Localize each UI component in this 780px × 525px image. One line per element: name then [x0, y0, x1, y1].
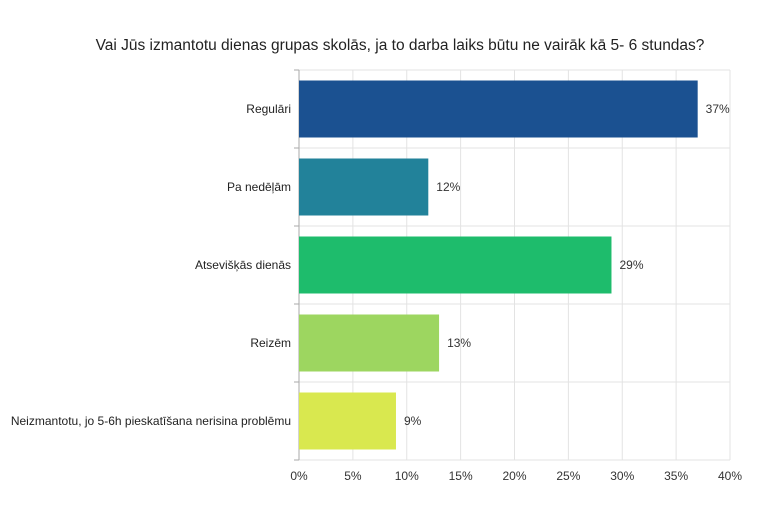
bar [299, 80, 698, 138]
x-tick-label: 30% [610, 469, 634, 483]
chart-title: Vai Jūs izmantotu dienas grupas skolās, … [96, 37, 705, 54]
category-label: Neizmantotu, jo 5-6h pieskatīšana nerisi… [11, 414, 291, 428]
data-label: 29% [619, 258, 643, 272]
bar [299, 158, 429, 216]
category-label: Pa nedēļām [227, 180, 291, 194]
x-tick-label: 0% [290, 469, 308, 483]
data-label: 12% [436, 180, 460, 194]
data-label: 13% [447, 336, 471, 350]
x-tick-label: 5% [344, 469, 362, 483]
x-tick-label: 15% [449, 469, 473, 483]
data-label: 37% [706, 102, 730, 116]
category-label: Atsevišķās dienās [195, 258, 291, 272]
x-tick-label: 10% [395, 469, 419, 483]
category-label: Reizēm [250, 336, 291, 350]
category-label: Regulāri [246, 102, 291, 116]
x-tick-label: 25% [556, 469, 580, 483]
x-tick-label: 20% [502, 469, 526, 483]
x-tick-label: 40% [718, 469, 742, 483]
bar [299, 392, 396, 450]
data-label: 9% [404, 414, 422, 428]
x-tick-label: 35% [664, 469, 688, 483]
bar [299, 236, 612, 294]
bar [299, 314, 440, 372]
